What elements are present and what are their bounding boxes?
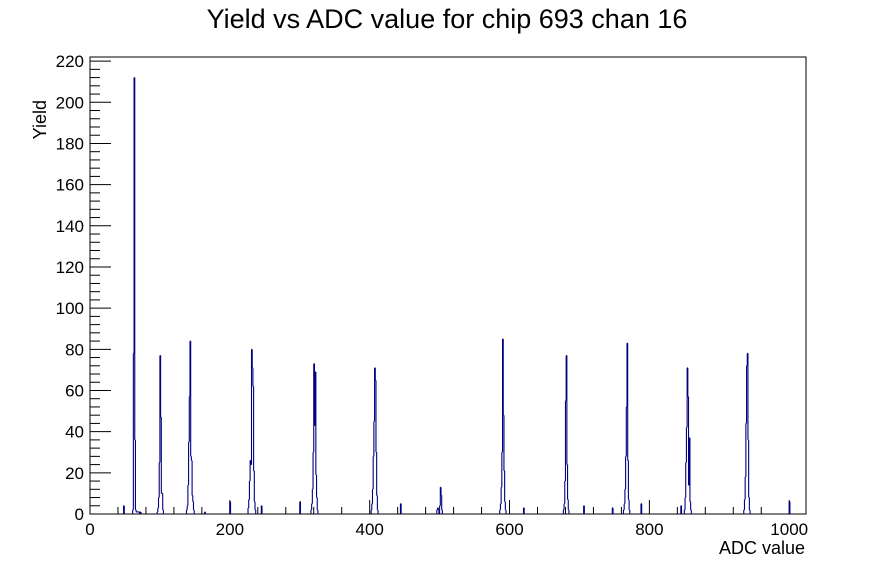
y-axis: 0 20 40 60 80 100 120 140 160 180 200 220	[56, 52, 111, 524]
x-tick-label: 600	[495, 520, 523, 539]
y-tick-label: 0	[75, 505, 84, 524]
y-tick-label: 80	[65, 340, 84, 359]
y-tick-label: 60	[65, 381, 84, 400]
x-tick-label: 800	[635, 520, 663, 539]
x-axis-label: ADC value	[719, 538, 805, 558]
y-tick-label: 40	[65, 423, 84, 442]
y-tick-label: 180	[56, 134, 84, 153]
y-tick-label: 140	[56, 217, 84, 236]
y-tick-label: 120	[56, 258, 84, 277]
y-tick-label: 200	[56, 93, 84, 112]
y-tick-label: 20	[65, 464, 84, 483]
plot-frame	[89, 56, 807, 515]
histogram-series	[123, 77, 791, 514]
y-tick-label: 220	[56, 52, 84, 71]
y-tick-label: 100	[56, 299, 84, 318]
y-axis-label: Yield	[30, 100, 50, 139]
x-tick-label: 400	[356, 520, 384, 539]
chart-title: Yield vs ADC value for chip 693 chan 16	[207, 4, 688, 34]
y-tick-label: 160	[56, 176, 84, 195]
x-tick-label: 1000	[770, 520, 808, 539]
x-tick-label: 200	[216, 520, 244, 539]
x-tick-label: 0	[85, 520, 94, 539]
